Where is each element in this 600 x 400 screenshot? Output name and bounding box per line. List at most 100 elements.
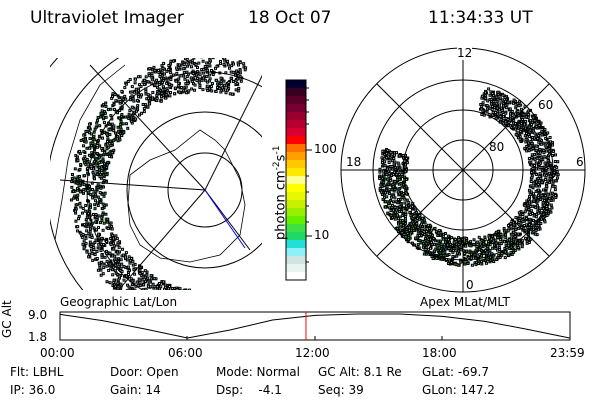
aurora-pixel [210, 82, 214, 86]
aurora-pixel [193, 83, 197, 87]
aurora-pixel [162, 280, 166, 284]
aurora-pixel [235, 69, 239, 73]
timeline-y-label: GC Alt [0, 300, 14, 338]
aurora-pixel [236, 77, 240, 81]
aurora-pixel [225, 88, 229, 92]
aurora-pixel [132, 268, 136, 272]
aurora-pixel [210, 89, 214, 93]
aurora-pixel [521, 219, 525, 223]
aurora-pixel [552, 170, 556, 174]
aurora-pixel [502, 226, 506, 230]
aurora-pixel [435, 244, 439, 248]
aurora-pixel [524, 207, 528, 211]
aurora-pixel [133, 288, 137, 290]
aurora-pixel [76, 187, 80, 191]
aurora-pixel [500, 251, 504, 255]
aurora-pixel [114, 289, 118, 290]
aurora-pixel [182, 322, 184, 324]
aurora-pixel [88, 230, 92, 234]
aurora-pixel [92, 177, 96, 181]
aurora-pixel [553, 160, 557, 164]
aurora-pixel [104, 101, 108, 105]
aurora-pixel [432, 243, 436, 247]
aurora-pixel [534, 215, 538, 219]
aurora-pixel [176, 317, 178, 319]
aurora-pixel [431, 256, 435, 260]
aurora-pixel [538, 179, 542, 183]
colorbar-tick-100: 100 [314, 142, 337, 156]
aurora-pixel [95, 172, 99, 176]
aurora-pixel [147, 292, 149, 294]
aurora-pixel [514, 133, 518, 137]
aurora-pixel [521, 117, 525, 121]
aurora-pixel [542, 203, 546, 207]
aurora-pixel [234, 88, 238, 92]
aurora-pixel [455, 263, 459, 267]
aurora-pixel [99, 249, 103, 253]
aurora-pixel [492, 243, 496, 247]
aurora-pixel [163, 291, 165, 293]
aurora-pixel [100, 109, 104, 113]
colorbar-swatch [286, 80, 306, 89]
aurora-pixel [494, 246, 498, 250]
aurora-pixel [114, 99, 118, 103]
aurora-pixel [155, 78, 159, 82]
aurora-pixel [112, 138, 116, 142]
aurora-pixel [388, 179, 392, 183]
aurora-pixel [173, 86, 177, 90]
aurora-pixel [144, 279, 148, 283]
altitude-curve [59, 313, 570, 339]
aurora-pixel [158, 75, 162, 79]
aurora-pixel [165, 318, 167, 320]
timeline-x-tick: 06:00 [168, 346, 203, 360]
aurora-pixel [391, 182, 395, 186]
colorbar-swatch [286, 128, 306, 137]
aurora-pixel [483, 235, 487, 239]
aurora-pixel [219, 59, 223, 63]
aurora-pixel [169, 91, 173, 95]
aurora-pixel [164, 93, 168, 97]
aurora-pixel [149, 285, 153, 289]
aurora-pixel [101, 262, 105, 266]
aurora-pixel [110, 227, 114, 231]
aurora-pixel [105, 165, 109, 169]
aurora-pixel [108, 139, 112, 143]
aurora-pixel [108, 151, 112, 155]
aurora-pixel [393, 196, 397, 200]
aurora-pixel [504, 243, 508, 247]
aurora-pixel [122, 292, 124, 294]
aurora-pixel [157, 292, 159, 294]
aurora-pixel [187, 89, 191, 93]
aurora-pixel [210, 69, 214, 73]
aurora-pixel [169, 310, 171, 312]
aurora-pixel [546, 159, 550, 163]
aurora-pixel [484, 96, 488, 100]
aurora-pixel [116, 243, 120, 247]
aurora-pixel [118, 108, 122, 112]
aurora-pixel [93, 253, 97, 257]
aurora-pixel [92, 134, 96, 138]
aurora-pixel [186, 79, 190, 83]
aurora-pixel [90, 188, 94, 192]
aurora-pixel [70, 177, 74, 181]
aurora-pixel [535, 180, 539, 184]
aurora-pixel [412, 228, 416, 232]
aurora-pixel [108, 262, 112, 266]
aurora-pixel [441, 251, 445, 255]
aurora-pixel [103, 255, 107, 259]
aurora-pixel [107, 145, 111, 149]
aurora-pixel [185, 301, 187, 303]
aurora-pixel [446, 234, 450, 238]
aurora-pixel [222, 79, 226, 83]
aurora-pixel [463, 236, 467, 240]
aurora-pixel [383, 177, 387, 181]
aurora-pixel [116, 125, 120, 129]
aurora-pixel [507, 241, 511, 245]
aurora-pixel [530, 122, 534, 126]
aurora-pixel [236, 89, 240, 93]
aurora-pixel [527, 113, 531, 117]
aurora-pixel [495, 258, 499, 262]
aurora-pixel [102, 178, 106, 182]
aurora-pixel [487, 87, 491, 91]
aurora-pixel [519, 222, 523, 226]
